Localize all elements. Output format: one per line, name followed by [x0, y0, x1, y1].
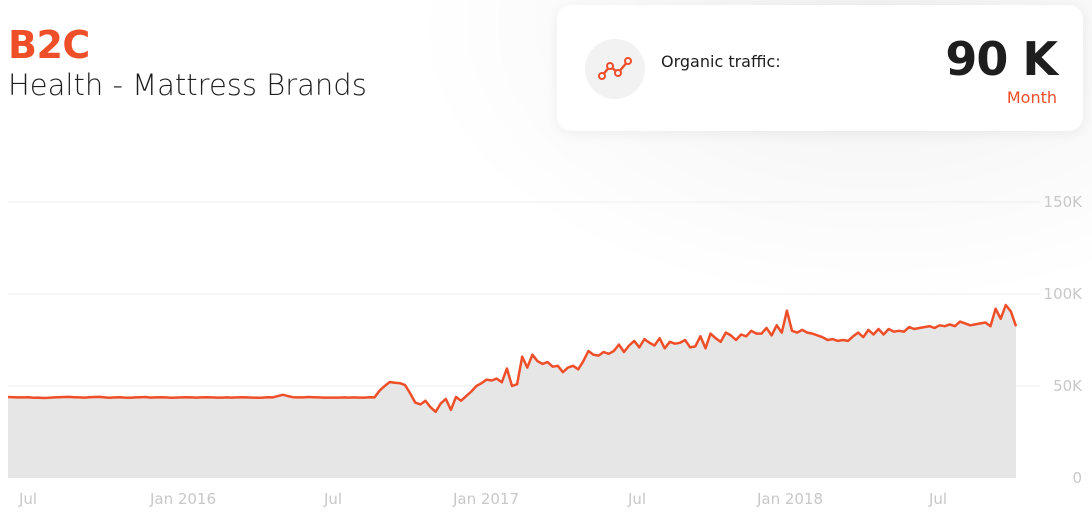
stat-label: Organic traffic:	[661, 52, 781, 71]
x-tick-label: Jan 2018	[756, 490, 823, 508]
page-subtitle: Health - Mattress Brands	[8, 68, 367, 102]
brand-title: B2C	[8, 23, 90, 67]
x-tick-label: Jul	[627, 490, 646, 508]
line-chart-icon	[585, 39, 645, 99]
header: B2C Health - Mattress Brands	[8, 24, 367, 102]
organic-traffic-card: Organic traffic: 90 K Month	[557, 5, 1083, 131]
y-tick-label: 150K	[1044, 193, 1084, 211]
x-tick-label: Jan 2016	[149, 490, 216, 508]
y-tick-label: 100K	[1044, 285, 1084, 303]
traffic-line	[7, 303, 1018, 414]
y-tick-label: 50K	[1053, 377, 1083, 395]
stat-unit: Month	[1006, 88, 1057, 107]
y-axis-ticks: 0 50K 100K 150K	[1044, 193, 1084, 487]
x-tick-label: Jan 2017	[452, 490, 519, 508]
x-tick-label: Jul	[928, 490, 947, 508]
x-tick-label: Jul	[323, 490, 342, 508]
y-tick-label: 0	[1072, 469, 1082, 487]
stat-value: 90 K	[945, 32, 1058, 86]
x-tick-label: Jul	[18, 490, 37, 508]
traffic-area	[8, 305, 1016, 478]
x-axis-ticks: Jul Jan 2016 Jul Jan 2017 Jul Jan 2018 Jul	[18, 490, 947, 508]
